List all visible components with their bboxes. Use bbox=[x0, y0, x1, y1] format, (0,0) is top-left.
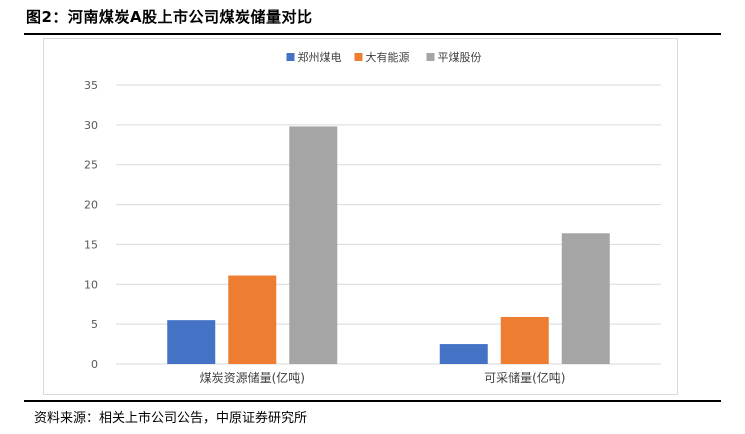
bar bbox=[228, 275, 277, 364]
x-category-label: 煤炭资源储量(亿吨) bbox=[200, 370, 305, 385]
bar bbox=[167, 320, 216, 364]
bar-chart: 0 5 10 15 20 25 30 35 煤炭资源储量(亿吨) 可采储量(亿吨) 郑州煤电 大有… bbox=[84, 50, 661, 385]
y-tick-label: 0 bbox=[91, 358, 98, 371]
legend-swatch bbox=[286, 53, 295, 61]
legend: 郑州煤电 大有能源 平煤股份 bbox=[286, 50, 482, 64]
bar bbox=[500, 316, 549, 364]
y-tick-label: 10 bbox=[84, 278, 98, 291]
y-tick-label: 5 bbox=[91, 318, 98, 331]
y-tick-label: 15 bbox=[84, 238, 98, 251]
x-category-labels: 煤炭资源储量(亿吨) 可采储量(亿吨) bbox=[200, 370, 566, 385]
legend-label: 大有能源 bbox=[366, 50, 410, 64]
bar bbox=[289, 126, 338, 364]
y-tick-labels: 0 5 10 15 20 25 30 35 bbox=[84, 79, 98, 371]
y-tick-label: 30 bbox=[84, 119, 98, 132]
y-tick-label: 35 bbox=[84, 79, 98, 92]
bars bbox=[167, 126, 610, 364]
bar bbox=[561, 233, 610, 364]
legend-label: 郑州煤电 bbox=[298, 50, 342, 64]
y-tick-label: 20 bbox=[84, 199, 98, 212]
figure-title: 图2：河南煤炭A股上市公司煤炭储量对比 bbox=[26, 8, 313, 26]
source-note: 资料来源：相关上市公司公告，中原证券研究所 bbox=[34, 411, 308, 426]
x-category-label: 可采储量(亿吨) bbox=[484, 370, 565, 385]
y-tick-label: 25 bbox=[84, 159, 98, 172]
legend-swatch bbox=[354, 53, 363, 61]
bar bbox=[439, 344, 488, 364]
chart-frame: 0 5 10 15 20 25 30 35 煤炭资源储量(亿吨) 可采储量(亿吨) 郑州煤电 大有… bbox=[43, 38, 678, 395]
legend-label: 平煤股份 bbox=[438, 51, 482, 64]
bottom-rule bbox=[24, 400, 721, 402]
top-rule bbox=[24, 33, 721, 35]
legend-swatch bbox=[426, 53, 435, 61]
